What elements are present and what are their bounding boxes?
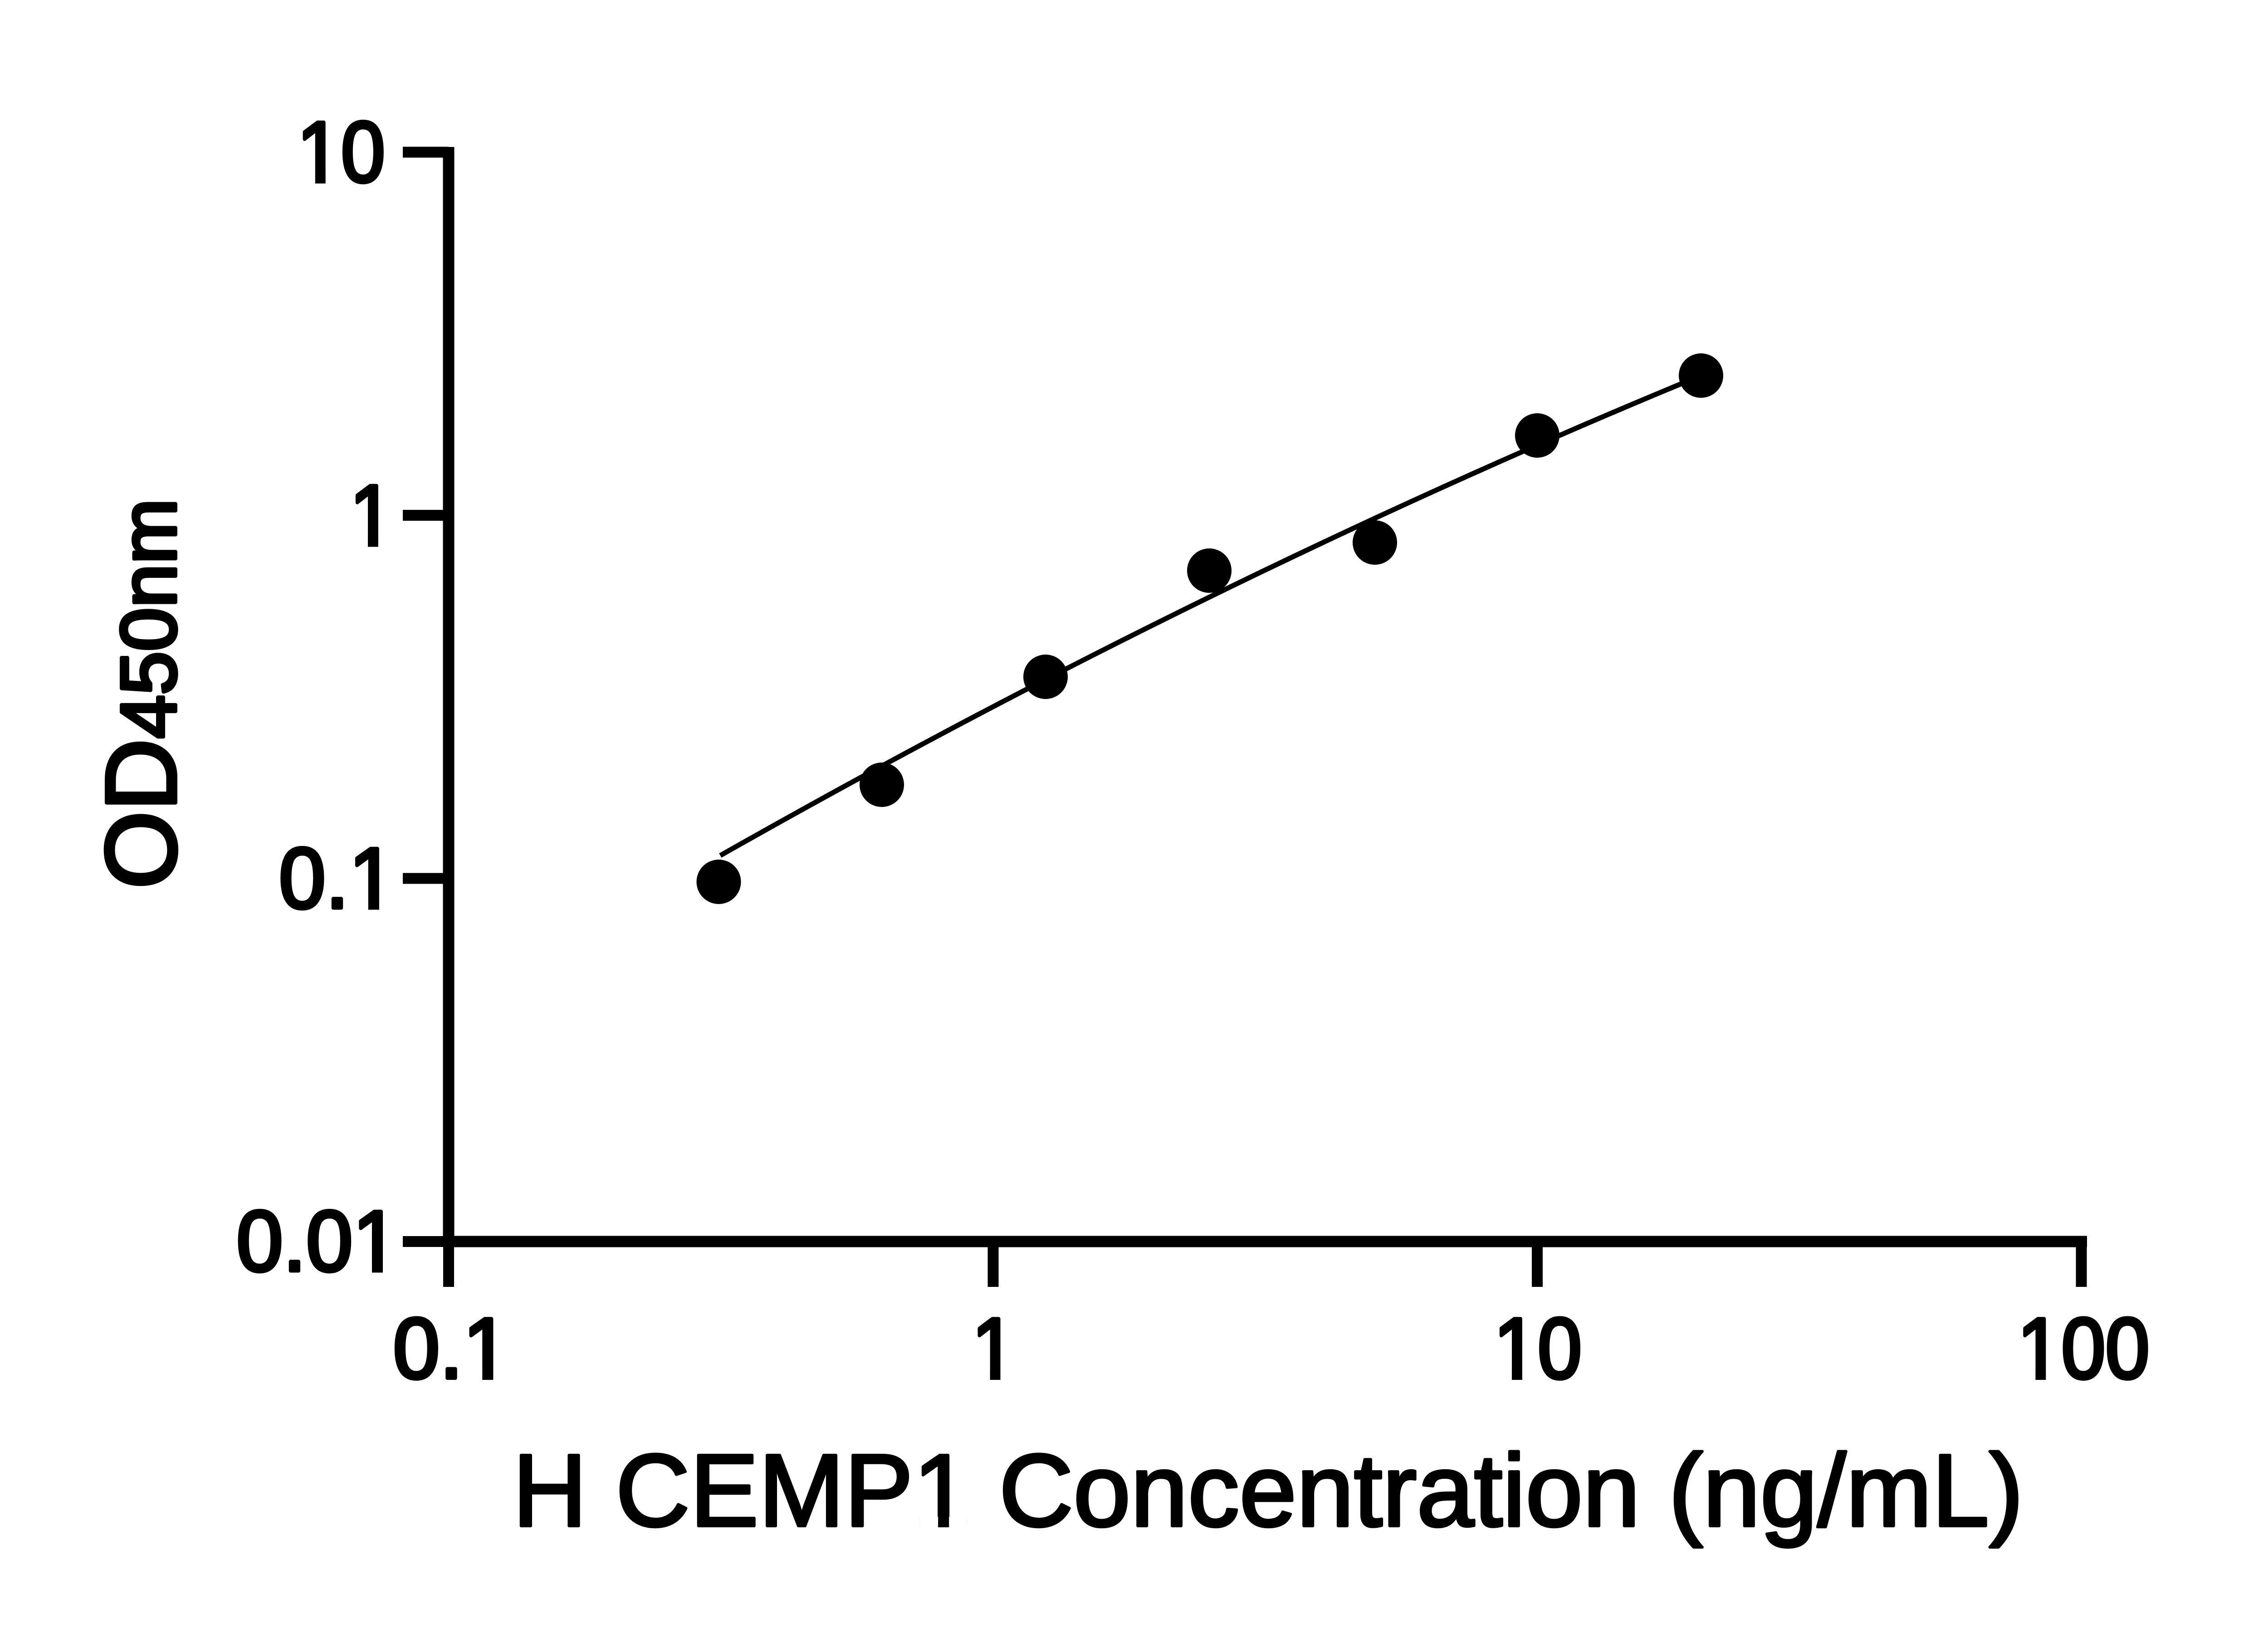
svg-text:10: 10	[1494, 1300, 1582, 1396]
svg-text:H CEMP1 Concentration (ng/mL): H CEMP1 Concentration (ng/mL)	[513, 1433, 2024, 1548]
svg-text:0.1: 0.1	[393, 1300, 510, 1397]
svg-text:1: 1	[972, 1300, 1016, 1396]
svg-text:0.01: 0.01	[236, 1193, 399, 1289]
svg-text:100: 100	[2017, 1300, 2150, 1396]
svg-text:0.1: 0.1	[279, 830, 396, 926]
svg-text:1: 1	[350, 467, 394, 563]
svg-text:10: 10	[297, 104, 385, 200]
